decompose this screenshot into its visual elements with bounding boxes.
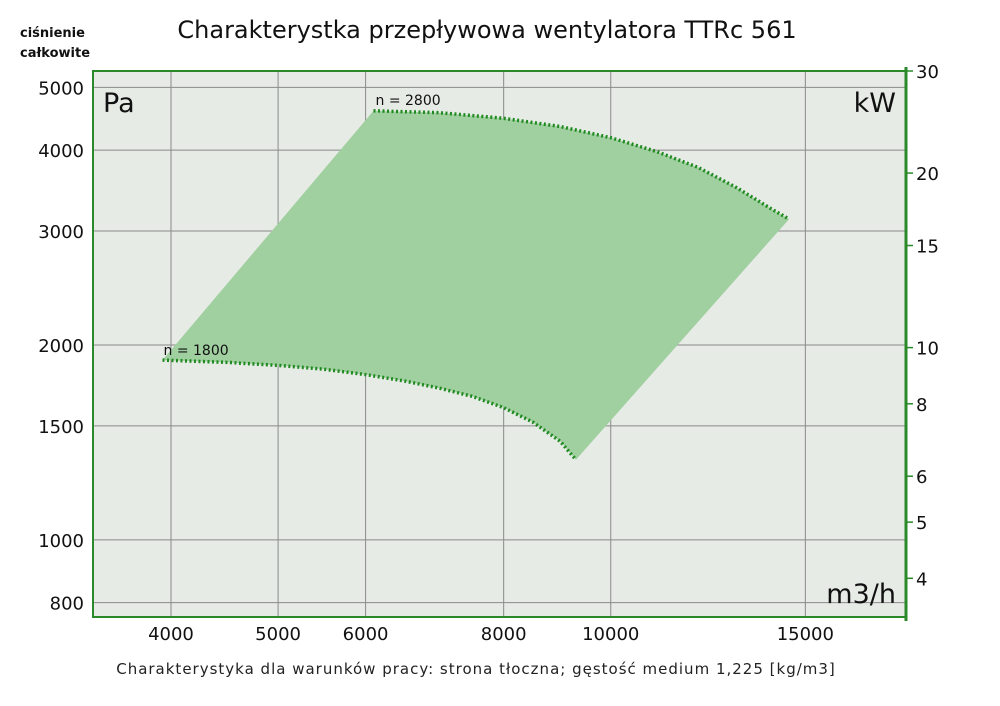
y-tick-label-3000: 3000 [38,222,84,243]
chart-title: Charakterystka przepływowa wentylatora T… [177,16,797,44]
y-tick-label-1000: 1000 [38,531,84,552]
curve-n1800 [162,358,578,461]
curve-n2800 [373,109,790,221]
y2-unit-label: kW [854,88,896,119]
footer-note: Charakterystyka dla warunków pracy: stro… [116,660,836,678]
y-unit-label: Pa [103,88,135,119]
label-n1800: n = 1800 [164,343,229,359]
operating-region [162,110,790,460]
x-tick-label-10000: 10000 [582,624,639,645]
y-tick-label-800: 800 [50,594,84,615]
x-tick-label-5000: 5000 [255,624,301,645]
label-n2800: n = 2800 [376,93,441,109]
y2-tick-label-8: 8 [916,395,927,416]
x-tick-label-8000: 8000 [481,624,527,645]
y-tick-label-4000: 4000 [38,141,84,162]
y-tick-label-2000: 2000 [38,336,84,357]
y-axis-title-line-2: całkowite [20,46,91,61]
y-axis-title: ciśnienie całkowite [20,24,90,64]
x-tick-label-4000: 4000 [148,624,194,645]
y-tick-label-1500: 1500 [38,417,84,438]
y-tick-label-5000: 5000 [38,78,84,99]
x-tick-label-6000: 6000 [343,624,389,645]
y2-tick-label-4: 4 [916,569,927,590]
y2-tick-label-30: 30 [916,62,939,83]
y-axis-title-line-1: ciśnienie [20,26,85,41]
y2-tick-label-15: 15 [916,237,939,258]
y2-tick-label-10: 10 [916,339,939,360]
y2-tick-label-5: 5 [916,513,927,534]
x-unit-label: m3/h [826,579,896,610]
x-tick-label-15000: 15000 [777,624,834,645]
y2-tick-label-20: 20 [916,164,939,185]
y2-tick-label-6: 6 [916,467,927,488]
